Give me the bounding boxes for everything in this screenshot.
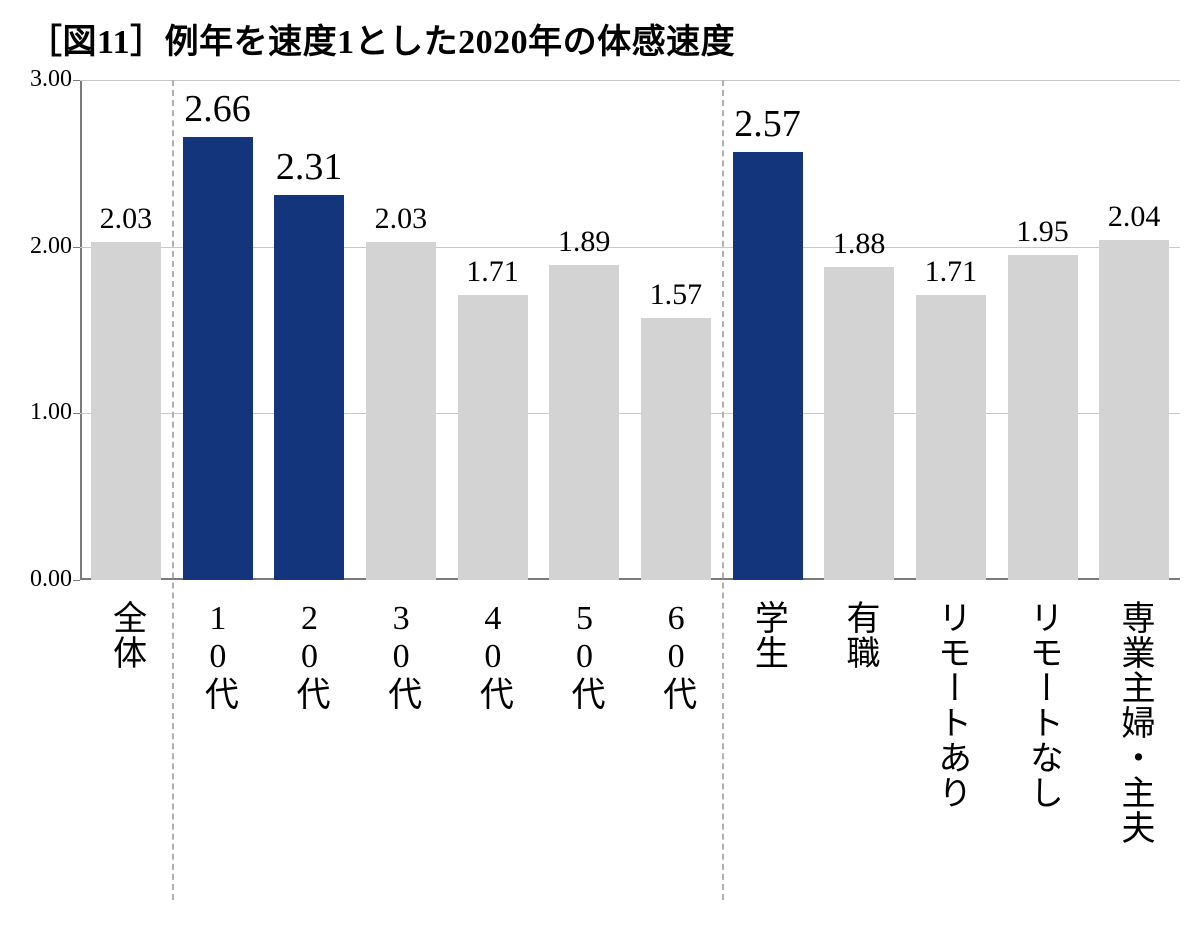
bar-value-label: 2.31: [276, 145, 343, 189]
x-category-label: リモートあり: [933, 600, 969, 810]
x-category-label: 30代: [383, 600, 419, 711]
bar-value-label: 2.04: [1108, 200, 1161, 234]
y-tick-mark: [73, 580, 80, 581]
y-tick-label: 2.00: [12, 233, 72, 260]
x-category-label: 学生: [750, 600, 786, 670]
bar-value-label: 2.03: [100, 202, 153, 236]
bar-value-label: 1.71: [925, 255, 978, 289]
bar: [183, 137, 253, 580]
bar-value-label: 2.03: [375, 202, 428, 236]
bar: [916, 295, 986, 580]
group-separator: [172, 80, 174, 900]
y-tick-label: 1.00: [12, 399, 72, 426]
x-category-label: 40代: [475, 600, 511, 711]
bar: [641, 318, 711, 580]
bar: [1099, 240, 1169, 580]
x-category-label: 専業主婦・主夫: [1116, 600, 1152, 845]
bar-value-label: 1.89: [558, 225, 611, 259]
y-axis: [80, 80, 82, 580]
x-category-label: 50代: [566, 600, 602, 711]
bar-value-label: 2.57: [734, 102, 801, 146]
bar-value-label: 1.57: [650, 278, 703, 312]
bar: [91, 242, 161, 580]
y-tick-label: 3.00: [12, 66, 72, 93]
x-category-label: リモートなし: [1025, 600, 1061, 810]
group-separator: [722, 80, 724, 900]
chart-container: ［図11］例年を速度1とした2020年の体感速度 2.032.662.312.0…: [0, 0, 1200, 945]
y-tick-mark: [73, 413, 80, 414]
bar-value-label: 1.71: [466, 255, 519, 289]
y-tick-label: 0.00: [12, 566, 72, 593]
x-category-label: 60代: [658, 600, 694, 711]
bar: [824, 267, 894, 580]
x-category-label: 10代: [200, 600, 236, 711]
y-tick-mark: [73, 80, 80, 81]
bar: [733, 152, 803, 580]
bar: [1008, 255, 1078, 580]
bar: [458, 295, 528, 580]
bar: [274, 195, 344, 580]
x-category-label: 20代: [291, 600, 327, 711]
gridline: [80, 80, 1180, 81]
bar-value-label: 1.95: [1016, 215, 1069, 249]
bar: [366, 242, 436, 580]
y-tick-mark: [73, 247, 80, 248]
plot-area: 2.03 2.66 2.31 2.03 1.71 1.89 1.57 2.57 1.88 1.71…: [80, 80, 1180, 580]
x-category-label: 全体: [108, 600, 144, 670]
x-category-label: 有職: [841, 600, 877, 670]
bar-value-label: 1.88: [833, 227, 886, 261]
bar-value-label: 2.66: [184, 87, 251, 131]
chart-title: ［図11］例年を速度1とした2020年の体感速度: [28, 14, 735, 63]
bar: [549, 265, 619, 580]
